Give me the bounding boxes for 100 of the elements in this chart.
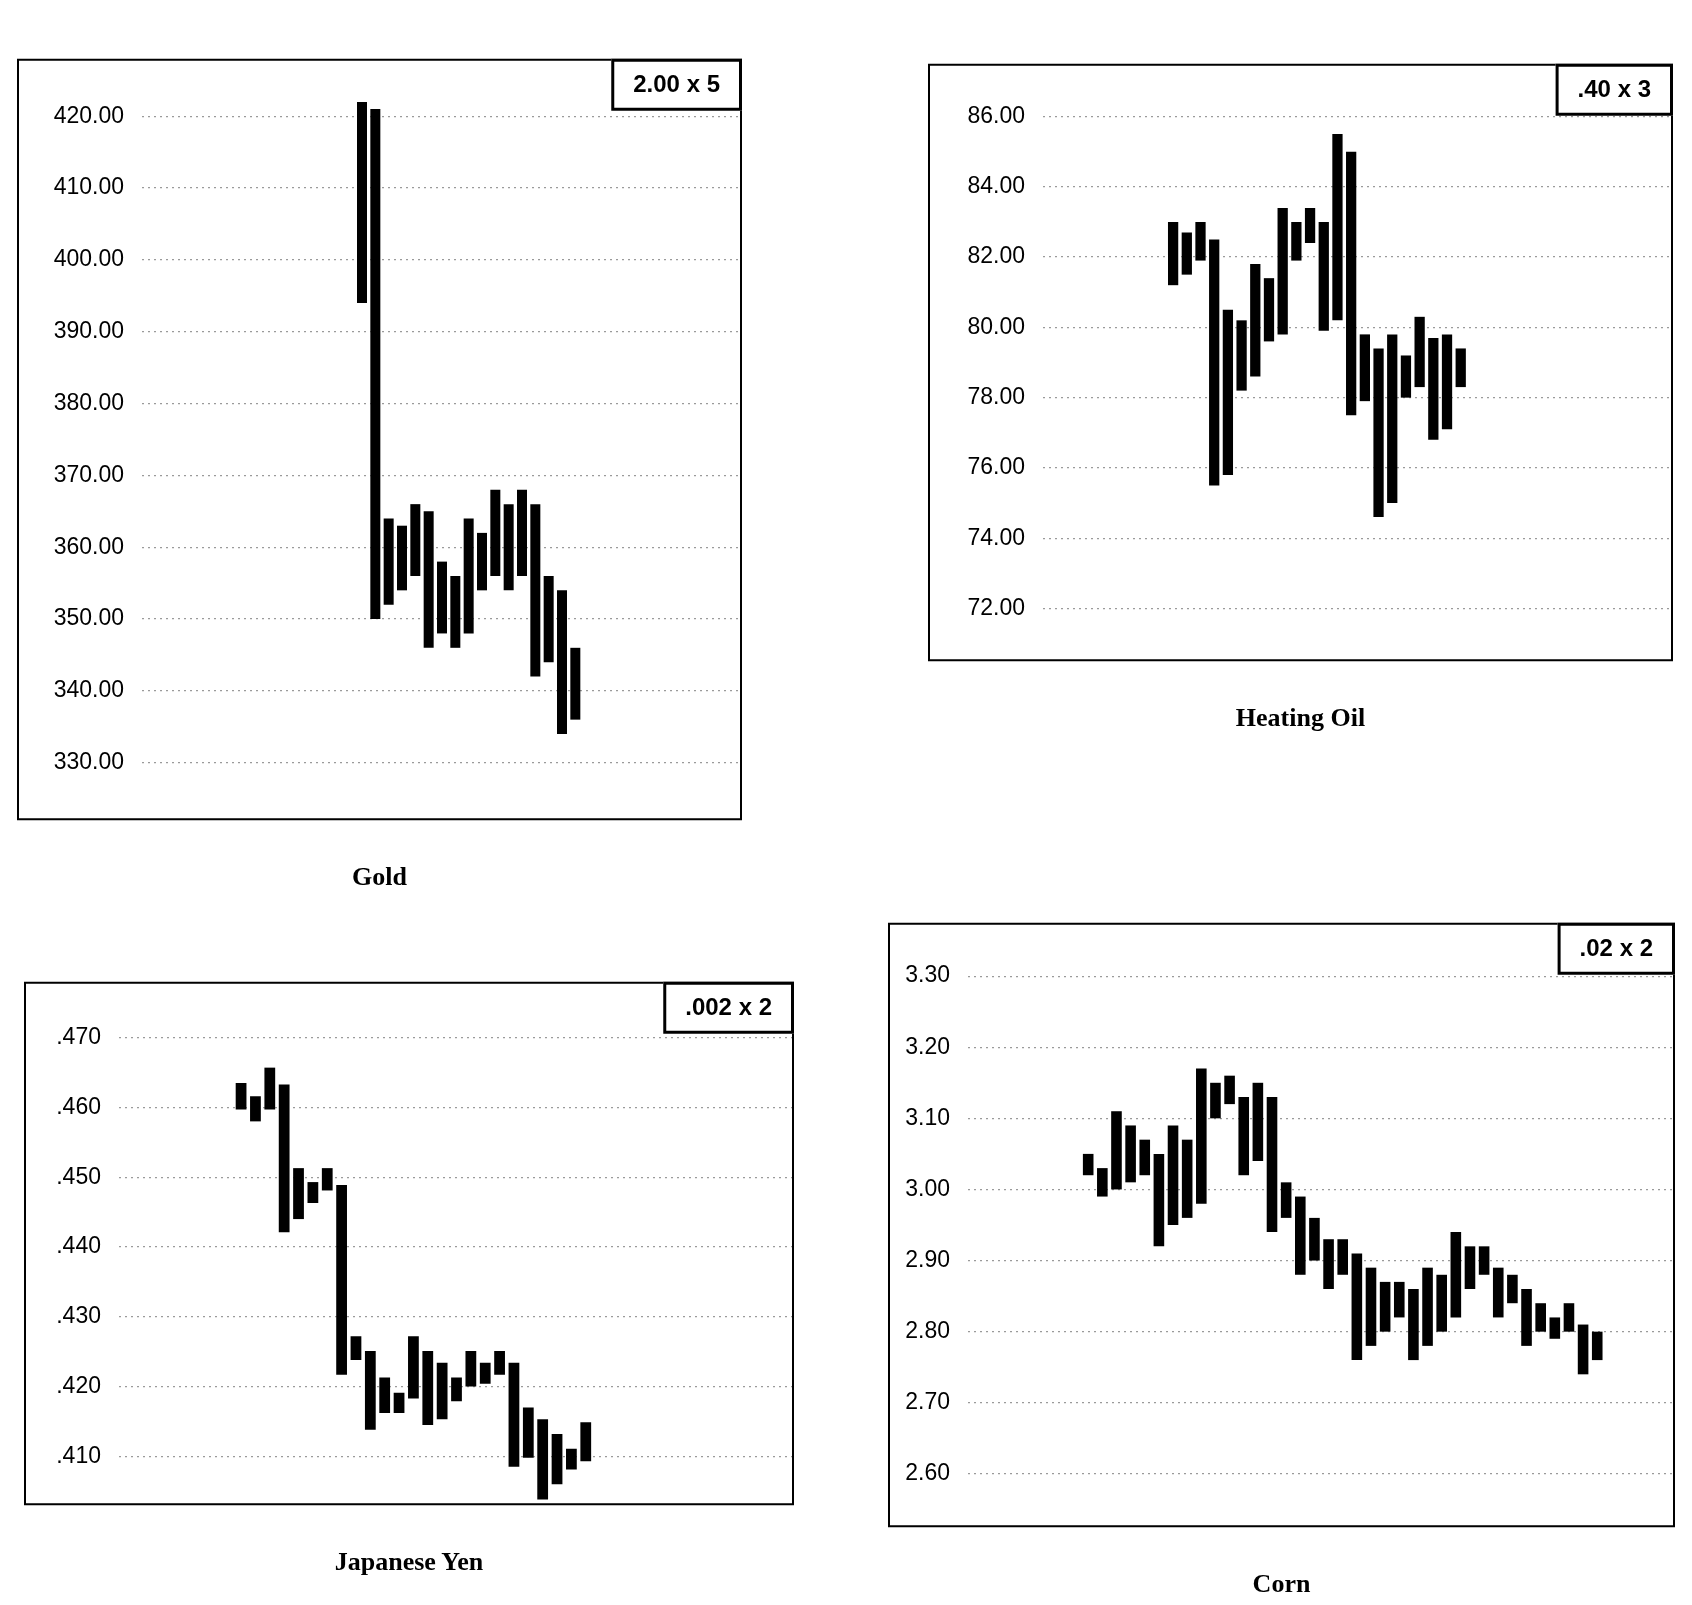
annotation: 2.00 x 5 <box>633 70 720 98</box>
y-tick-label: 380.00 <box>53 388 124 415</box>
bar <box>1236 320 1247 391</box>
bar <box>1549 1317 1561 1339</box>
bar <box>1309 1217 1320 1261</box>
text: Corn <box>1251 1569 1312 1599</box>
bar <box>1263 278 1275 342</box>
bar <box>494 1350 505 1375</box>
bar <box>1455 348 1466 388</box>
bar <box>1323 1239 1334 1289</box>
bar <box>437 561 447 634</box>
bar <box>1507 1274 1518 1304</box>
y-tick-label: 80.00 <box>967 312 1025 339</box>
bar <box>1097 1168 1108 1197</box>
bar <box>336 1184 347 1375</box>
y-tick-label: 400.00 <box>53 245 124 272</box>
bar <box>1181 1139 1193 1218</box>
annotation: .002 x 2 <box>685 993 772 1021</box>
bar <box>1414 316 1425 388</box>
bar <box>543 575 554 663</box>
bar <box>436 1362 448 1420</box>
y-tick-label: .460 <box>56 1092 101 1119</box>
bar <box>293 1168 304 1220</box>
bar <box>490 489 501 576</box>
bar <box>1577 1324 1589 1375</box>
bar <box>1359 334 1370 402</box>
bar <box>1238 1097 1250 1176</box>
bar <box>1351 1253 1363 1361</box>
bar <box>1535 1303 1546 1332</box>
bar <box>408 1336 419 1399</box>
bar <box>250 1096 261 1122</box>
y-tick-label: 2.80 <box>905 1317 950 1343</box>
y-tick-label: .470 <box>56 1022 101 1049</box>
bar <box>1478 1246 1490 1275</box>
y-tick-label: 74.00 <box>967 523 1025 550</box>
y-tick-label: .450 <box>56 1162 101 1189</box>
bar <box>1332 134 1343 321</box>
y-tick-label: .430 <box>56 1302 101 1329</box>
bar <box>1441 334 1453 430</box>
annotation: .02 x 2 <box>1579 934 1654 962</box>
bar <box>1521 1288 1532 1346</box>
bar <box>1291 221 1302 261</box>
bar <box>517 489 527 576</box>
bar <box>557 590 567 734</box>
y-tick-label: .410 <box>56 1441 101 1468</box>
bar <box>522 1407 534 1458</box>
bar <box>1393 1281 1405 1318</box>
bar <box>1277 207 1288 335</box>
bar <box>1195 221 1206 261</box>
y-tick-label: 420.00 <box>53 101 124 128</box>
y-tick-label: 2.60 <box>905 1459 950 1486</box>
y-tick-label: 86.00 <box>967 101 1025 128</box>
y-tick-label: 3.20 <box>905 1032 950 1059</box>
bar <box>307 1182 319 1204</box>
bar <box>383 518 394 605</box>
bar <box>1266 1097 1278 1233</box>
y-tick-label: 2.90 <box>905 1245 950 1272</box>
bar <box>1167 1125 1179 1225</box>
bar <box>1294 1196 1306 1275</box>
y-tick-label: 3.00 <box>905 1174 950 1201</box>
bar <box>1304 207 1316 244</box>
y-tick-label: 2.70 <box>905 1388 950 1415</box>
bar <box>1346 151 1357 416</box>
bar <box>451 1377 462 1402</box>
bar <box>410 504 421 576</box>
bar <box>1450 1232 1462 1318</box>
bar <box>1436 1274 1447 1332</box>
bar <box>1373 348 1384 518</box>
y-tick-label: 3.10 <box>905 1103 950 1130</box>
bar <box>393 1392 405 1414</box>
bar <box>1209 239 1220 486</box>
bar <box>397 525 407 591</box>
annotation: .40 x 3 <box>1577 75 1652 103</box>
bar <box>580 1422 592 1462</box>
bar <box>477 532 487 591</box>
y-tick-label: 72.00 <box>967 593 1025 620</box>
y-tick-label: 76.00 <box>967 453 1025 480</box>
bar <box>465 1350 477 1387</box>
bar <box>264 1067 276 1110</box>
bar <box>1082 1153 1094 1176</box>
bar <box>1224 1075 1235 1105</box>
bar <box>503 504 514 591</box>
bar <box>566 1448 577 1470</box>
bar <box>551 1434 563 1485</box>
bar <box>463 518 474 634</box>
bar <box>1196 1068 1207 1204</box>
bar <box>278 1084 290 1233</box>
text: Japanese Yen <box>333 1547 485 1577</box>
bar <box>1492 1267 1504 1318</box>
y-tick-label: 78.00 <box>967 382 1025 409</box>
y-tick-label: 410.00 <box>53 173 124 200</box>
bar <box>450 575 461 648</box>
bar <box>370 109 381 620</box>
bar <box>1591 1331 1603 1361</box>
bar <box>1153 1153 1165 1247</box>
bar <box>1139 1139 1151 1176</box>
bar <box>1379 1281 1391 1332</box>
y-tick-label: .440 <box>56 1232 101 1259</box>
bar <box>364 1350 376 1430</box>
bar <box>1167 221 1179 286</box>
